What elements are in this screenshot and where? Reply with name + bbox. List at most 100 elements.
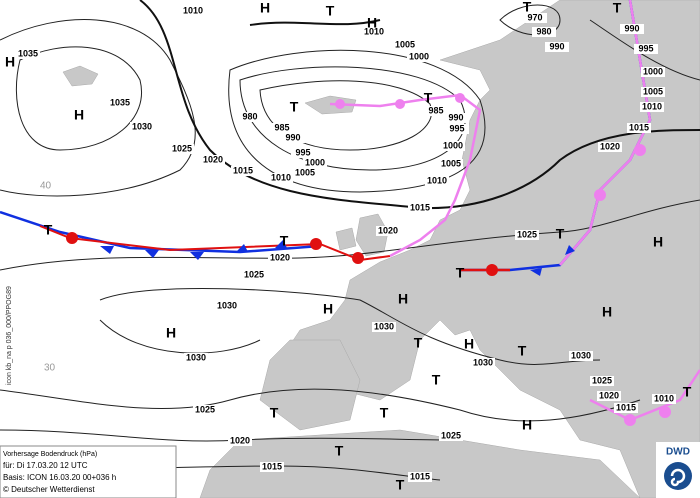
- label-bg: [523, 13, 547, 23]
- isobar-label: 1025: [195, 404, 215, 414]
- pressure-center: H: [166, 325, 176, 341]
- isobar-label: 1015: [410, 471, 430, 481]
- label-bg: [597, 391, 621, 401]
- isobar-label: 1005: [295, 167, 315, 177]
- pressure-center: T: [523, 0, 532, 15]
- isobar-label: 980: [242, 111, 257, 121]
- label-bg: [652, 394, 676, 404]
- logo-swirl: [670, 468, 686, 487]
- isobar-label: 1025: [441, 430, 461, 440]
- label-bg: [640, 102, 664, 112]
- info-box: [0, 445, 177, 498]
- label-bg: [362, 27, 386, 37]
- pressure-center: T: [613, 0, 622, 16]
- pressure-center: T: [380, 405, 389, 421]
- pressure-center: H: [323, 301, 333, 317]
- label-bg: [242, 270, 266, 280]
- pressure-center: T: [424, 90, 433, 106]
- label-bg: [201, 155, 225, 165]
- isobar-label: 1025: [517, 229, 537, 239]
- isobar-label: 1035: [18, 48, 38, 58]
- isobar-label: 1000: [443, 140, 463, 150]
- pressure-center: T: [326, 3, 335, 19]
- label-bg: [16, 49, 40, 59]
- label-bg: [268, 253, 292, 263]
- isobar-label: 990: [624, 23, 639, 33]
- isobar-label: 990: [549, 41, 564, 51]
- label-bg: [376, 226, 400, 236]
- isobar-label: 1010: [427, 175, 447, 185]
- isobar-label: 1035: [110, 97, 130, 107]
- isobar-label: 1000: [305, 157, 325, 167]
- label-bg: [372, 322, 396, 332]
- isobar-label: 1010: [364, 26, 384, 36]
- isobar-label: 1015: [233, 165, 253, 175]
- info-valid: für: Di 17.03.20 12 UTC: [3, 461, 88, 470]
- isobar-label: 1015: [262, 461, 282, 471]
- label-bg: [569, 351, 593, 361]
- label-bg: [598, 142, 622, 152]
- isobar-label: 1020: [230, 435, 250, 445]
- isobar-label: 1025: [592, 375, 612, 385]
- label-bg: [408, 472, 432, 482]
- label-bg: [439, 431, 463, 441]
- label-bg: [515, 230, 539, 240]
- pressure-center: T: [335, 443, 344, 459]
- label-bg: [634, 44, 658, 54]
- isobar-label: 980: [536, 26, 551, 36]
- pressure-center: H: [522, 417, 532, 433]
- label-bg: [215, 301, 239, 311]
- pressure-center: T: [518, 343, 527, 359]
- isobar-label: 1010: [271, 172, 291, 182]
- label-bg: [228, 436, 252, 446]
- label-bg: [614, 403, 638, 413]
- latitude-label: 30: [44, 363, 56, 374]
- label-bg: [303, 158, 327, 168]
- label-bg: [269, 173, 293, 183]
- label-bg: [108, 98, 132, 108]
- logo-text: DWD: [666, 447, 690, 458]
- isobar-label: 1015: [629, 122, 649, 132]
- isobar-label: 990: [285, 132, 300, 142]
- isobar-label: 1030: [132, 121, 152, 131]
- isobar-label: 1010: [654, 393, 674, 403]
- label-bg: [444, 113, 468, 123]
- label-bg: [424, 106, 448, 116]
- isobar-label: 1030: [473, 357, 493, 367]
- info-copyright: © Deutscher Wetterdienst: [3, 485, 95, 494]
- pressure-center: T: [456, 265, 465, 281]
- isobar-label: 970: [527, 12, 542, 22]
- label-bg: [260, 462, 284, 472]
- landmasses: [62, 0, 700, 498]
- isobar-label: 1020: [270, 252, 290, 262]
- label-bg: [408, 203, 432, 213]
- label-bg: [445, 124, 469, 134]
- isobar-label: 1020: [203, 154, 223, 164]
- label-bg: [170, 144, 194, 154]
- label-bg: [439, 159, 463, 169]
- isobar-label: 995: [295, 147, 310, 157]
- fronts: [0, 0, 700, 426]
- label-bg: [231, 166, 255, 176]
- label-bg: [471, 358, 495, 368]
- label-bg: [590, 376, 614, 386]
- isobar-label: 1000: [643, 66, 663, 76]
- isobar-label: 1020: [599, 390, 619, 400]
- pressure-center: T: [683, 384, 692, 400]
- label-bg: [425, 176, 449, 186]
- logo-icon: [664, 462, 692, 490]
- label-bg: [270, 123, 294, 133]
- label-bg: [627, 123, 651, 133]
- latitude-label: 40: [40, 181, 52, 192]
- pressure-center: H: [5, 54, 15, 70]
- label-bg: [281, 133, 305, 143]
- product-code: icon kb_na p 036_000/PPOG89: [6, 286, 13, 385]
- isobar-label: 995: [449, 123, 464, 133]
- pressure-center: H: [464, 336, 474, 352]
- label-bg: [193, 405, 217, 415]
- isobar-label: 1005: [441, 158, 461, 168]
- label-bg: [407, 52, 431, 62]
- info-basis: Basis: ICON 16.03.20 00+036 h: [3, 473, 116, 482]
- label-bg: [545, 42, 569, 52]
